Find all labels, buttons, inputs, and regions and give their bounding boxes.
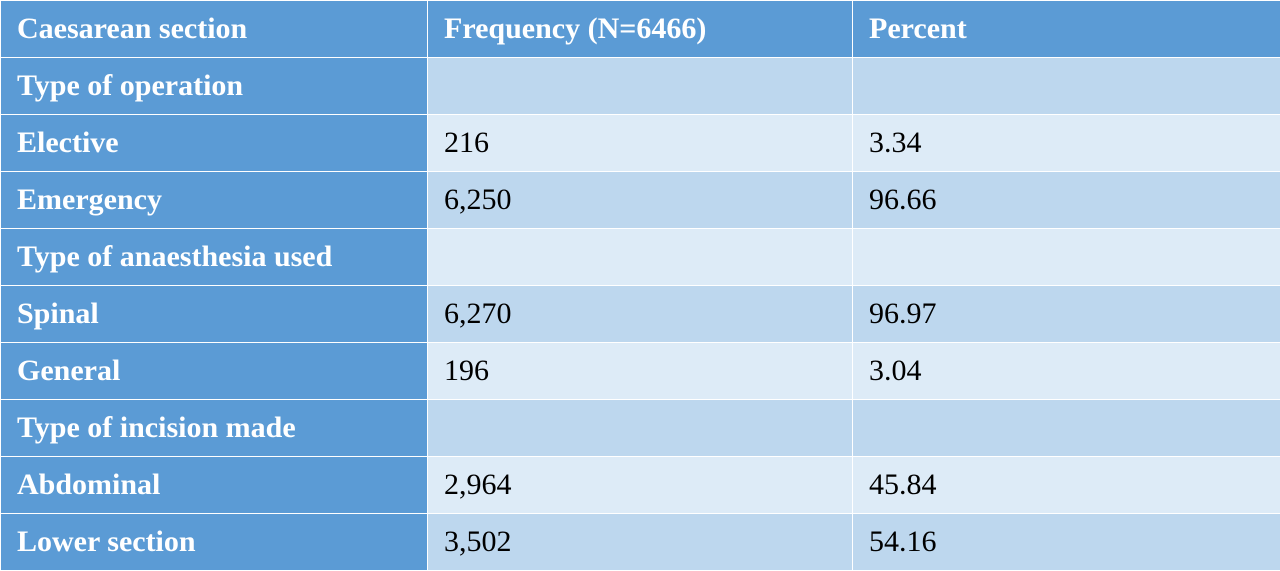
cell: 6,270 <box>428 286 853 343</box>
empty-cell <box>428 58 853 115</box>
row-label: Elective <box>1 115 428 172</box>
header-cell: Percent <box>853 1 1280 58</box>
row-label: Lower section <box>1 514 428 571</box>
row-label: Spinal <box>1 286 428 343</box>
row-label: Type of operation <box>1 58 428 115</box>
row-label: General <box>1 343 428 400</box>
cell: 196 <box>428 343 853 400</box>
empty-cell <box>853 400 1280 457</box>
empty-cell <box>853 58 1280 115</box>
row-label: Emergency <box>1 172 428 229</box>
cell: 2,964 <box>428 457 853 514</box>
cell: 45.84 <box>853 457 1280 514</box>
row-label: Type of incision made <box>1 400 428 457</box>
empty-cell <box>428 229 853 286</box>
cell: 3.34 <box>853 115 1280 172</box>
header-cell: Caesarean section <box>1 1 428 58</box>
empty-cell <box>428 400 853 457</box>
cell: 96.97 <box>853 286 1280 343</box>
cell: 96.66 <box>853 172 1280 229</box>
table-row: Type of incision made <box>1 400 1280 457</box>
cell: 3,502 <box>428 514 853 571</box>
row-label: Type of anaesthesia used <box>1 229 428 286</box>
row-label: Abdominal <box>1 457 428 514</box>
cell: 3.04 <box>853 343 1280 400</box>
cell: 216 <box>428 115 853 172</box>
header-cell: Frequency (N=6466) <box>428 1 853 58</box>
cell: 54.16 <box>853 514 1280 571</box>
table-row: Type of anaesthesia used <box>1 229 1280 286</box>
empty-cell <box>853 229 1280 286</box>
cell: 6,250 <box>428 172 853 229</box>
table-row: Type of operation <box>1 58 1280 115</box>
